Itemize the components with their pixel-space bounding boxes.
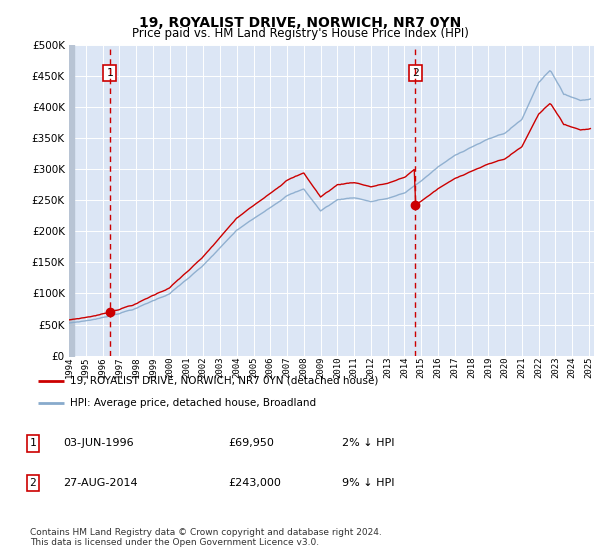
Text: 1: 1 — [29, 438, 37, 449]
Text: 03-JUN-1996: 03-JUN-1996 — [63, 438, 134, 449]
Text: HPI: Average price, detached house, Broadland: HPI: Average price, detached house, Broa… — [70, 398, 316, 408]
Text: Contains HM Land Registry data © Crown copyright and database right 2024.
This d: Contains HM Land Registry data © Crown c… — [30, 528, 382, 547]
Text: 2: 2 — [412, 68, 419, 78]
Text: 9% ↓ HPI: 9% ↓ HPI — [342, 478, 395, 488]
Text: 1: 1 — [106, 68, 113, 78]
Text: 2: 2 — [29, 478, 37, 488]
Text: 27-AUG-2014: 27-AUG-2014 — [63, 478, 137, 488]
Text: 19, ROYALIST DRIVE, NORWICH, NR7 0YN (detached house): 19, ROYALIST DRIVE, NORWICH, NR7 0YN (de… — [70, 376, 378, 386]
Text: £243,000: £243,000 — [228, 478, 281, 488]
Text: 2% ↓ HPI: 2% ↓ HPI — [342, 438, 395, 449]
Text: £69,950: £69,950 — [228, 438, 274, 449]
Text: 19, ROYALIST DRIVE, NORWICH, NR7 0YN: 19, ROYALIST DRIVE, NORWICH, NR7 0YN — [139, 16, 461, 30]
Text: Price paid vs. HM Land Registry's House Price Index (HPI): Price paid vs. HM Land Registry's House … — [131, 27, 469, 40]
